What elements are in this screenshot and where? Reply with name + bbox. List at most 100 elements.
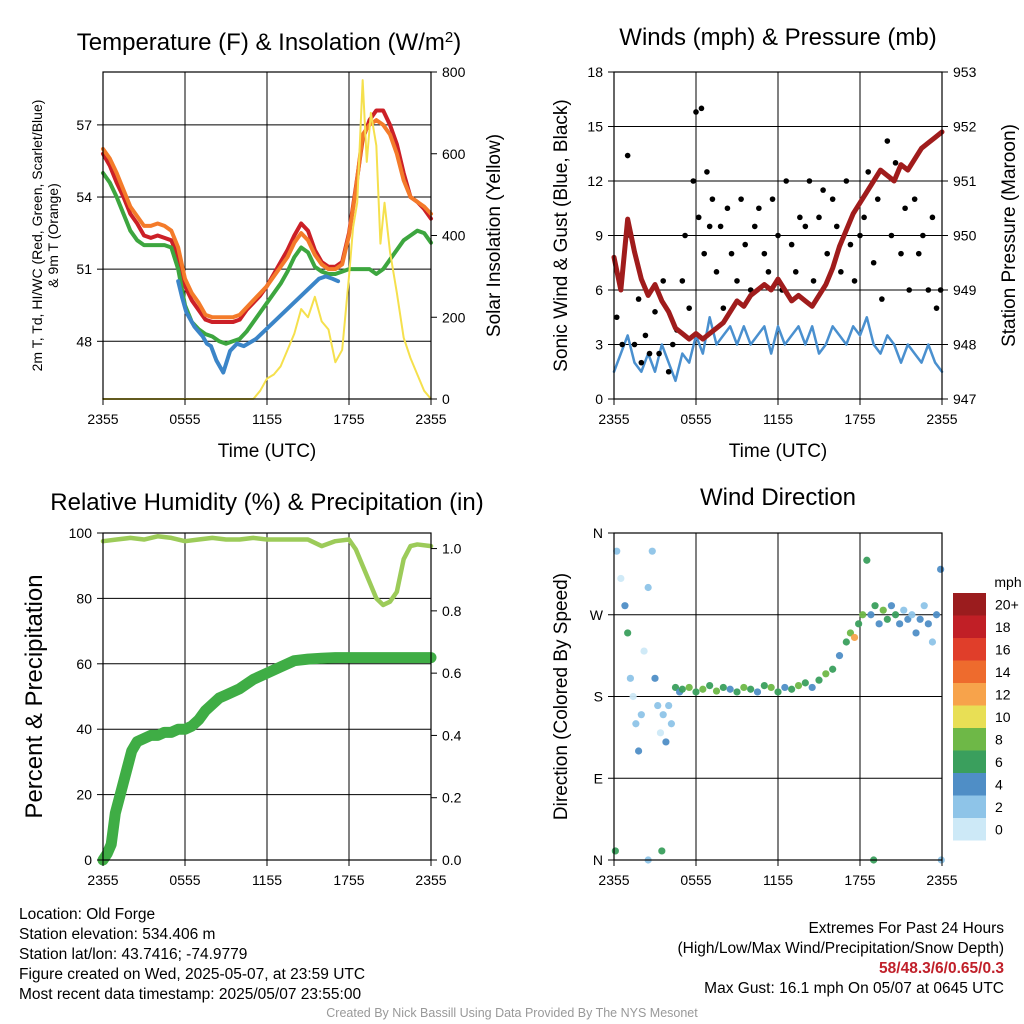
gust-point bbox=[783, 178, 789, 184]
gust-point bbox=[843, 178, 850, 184]
credit-text: Created By Nick Bassill Using Data Provi… bbox=[326, 1006, 698, 1020]
direction-point bbox=[678, 685, 686, 693]
gust-point bbox=[631, 341, 638, 348]
gust-point bbox=[669, 341, 676, 348]
series-group bbox=[101, 79, 433, 400]
x-tick-label: 1755 bbox=[333, 411, 364, 427]
series-line-light-green bbox=[100, 534, 434, 608]
direction-point bbox=[624, 629, 632, 637]
x-tick-label: 1155 bbox=[252, 411, 282, 427]
gust-point bbox=[884, 138, 891, 144]
y-right-tick-label: 949 bbox=[953, 282, 977, 298]
direction-point bbox=[924, 620, 932, 628]
series-group bbox=[611, 105, 945, 383]
gust-point bbox=[693, 109, 699, 115]
colorbar-unit: mph bbox=[994, 574, 1021, 590]
gust-point bbox=[797, 214, 803, 221]
x-tick-label: 1155 bbox=[252, 872, 282, 888]
direction-point bbox=[611, 847, 619, 855]
y-tick-label: 54 bbox=[76, 189, 92, 205]
direction-point bbox=[808, 683, 816, 692]
series-line-dark-green bbox=[97, 652, 437, 866]
gust-point bbox=[810, 278, 817, 284]
y-axis-label: Direction (Colored By Speed) bbox=[551, 573, 572, 820]
y-tick-label: 48 bbox=[76, 333, 92, 349]
chart-title: Temperature (F) & Insolation (W/m2) bbox=[77, 29, 461, 57]
direction-point bbox=[855, 620, 863, 628]
direction-point bbox=[658, 847, 666, 855]
gust-point bbox=[706, 223, 713, 230]
gust-point bbox=[874, 196, 881, 202]
x-tick-label: 2355 bbox=[415, 872, 446, 888]
colorbar-label: 6 bbox=[995, 754, 1003, 770]
y-tick-label: 20 bbox=[76, 787, 92, 803]
x-tick-label: 0555 bbox=[680, 411, 711, 427]
direction-point bbox=[659, 711, 667, 719]
gust-point bbox=[911, 196, 918, 202]
direction-point bbox=[900, 606, 908, 614]
gust-point bbox=[898, 250, 904, 257]
chart-1: 2355 0555 1155 1755 2355 48 51 54 57 0 200 400 600 80… bbox=[29, 29, 505, 463]
y-tick-label: W bbox=[590, 607, 604, 623]
direction-point bbox=[651, 674, 659, 682]
y-tick-label: 60 bbox=[76, 656, 92, 672]
x-tick-label: 0555 bbox=[169, 872, 200, 888]
direction-point bbox=[699, 685, 707, 693]
series-group bbox=[97, 534, 437, 866]
direction-point bbox=[629, 692, 637, 701]
y-tick-label: 3 bbox=[595, 337, 603, 353]
chart-4: 2355 0555 1155 1755 2355 N E S W N Wind Direction D… bbox=[551, 484, 1022, 888]
gust-point bbox=[665, 368, 672, 375]
direction-point bbox=[654, 701, 662, 710]
gust-point bbox=[929, 214, 936, 221]
created-text: Figure created on Wed, 2025-05-07, at 23… bbox=[19, 966, 366, 983]
y-right-tick-label: 200 bbox=[442, 309, 466, 325]
colorbar-swatch bbox=[953, 818, 986, 841]
y-tick-label: 40 bbox=[76, 721, 92, 737]
gust-point bbox=[756, 205, 762, 212]
x-tick-label: 0555 bbox=[169, 411, 200, 427]
chart-title: Wind Direction bbox=[700, 484, 856, 511]
x-axis-label: Time (UTC) bbox=[218, 441, 317, 462]
direction-point bbox=[648, 547, 656, 555]
direction-point bbox=[842, 638, 850, 646]
direction-point bbox=[719, 683, 727, 692]
gust-point bbox=[720, 305, 727, 311]
x-tick-label: 1155 bbox=[763, 872, 793, 888]
gust-point bbox=[920, 232, 926, 239]
extremes-subtitle: (High/Low/Max Wind/Precipitation/Snow De… bbox=[677, 940, 1005, 957]
direction-point bbox=[794, 682, 803, 690]
gust-point bbox=[838, 269, 844, 275]
gust-point bbox=[761, 250, 768, 257]
gust-point bbox=[642, 332, 649, 339]
direction-point bbox=[896, 620, 904, 628]
y-right-tick-label: 600 bbox=[442, 146, 466, 162]
direction-point bbox=[850, 633, 859, 642]
direction-point bbox=[829, 665, 837, 673]
gust-point bbox=[775, 232, 781, 239]
direction-point bbox=[871, 602, 879, 610]
y-tick-label: 6 bbox=[595, 282, 603, 298]
colorbar-swatch bbox=[953, 773, 986, 796]
x-tick-label: 2355 bbox=[926, 872, 957, 888]
series-line-green bbox=[101, 170, 433, 346]
gust-point bbox=[833, 223, 840, 230]
y-axis-label: Percent & Precipitation bbox=[21, 574, 48, 818]
gust-point bbox=[820, 187, 826, 193]
series-line-maroon bbox=[611, 129, 945, 342]
direction-point bbox=[726, 685, 734, 693]
gust-point bbox=[870, 259, 877, 266]
x-tick-label: 2355 bbox=[87, 411, 118, 427]
direction-point bbox=[685, 683, 693, 692]
gust-point bbox=[724, 205, 731, 212]
y-right-tick-label: 0.2 bbox=[442, 790, 462, 806]
colorbar-swatch bbox=[953, 795, 986, 818]
direction-point bbox=[928, 638, 937, 646]
y-right-tick-label: 0.0 bbox=[442, 852, 462, 868]
gust-point bbox=[709, 196, 716, 202]
y-tick-label: 0 bbox=[595, 391, 603, 407]
direction-point bbox=[883, 615, 891, 623]
colorbar-label: 18 bbox=[995, 619, 1011, 635]
y-tick-label: 80 bbox=[76, 590, 92, 606]
x-tick-label: 0555 bbox=[680, 872, 711, 888]
